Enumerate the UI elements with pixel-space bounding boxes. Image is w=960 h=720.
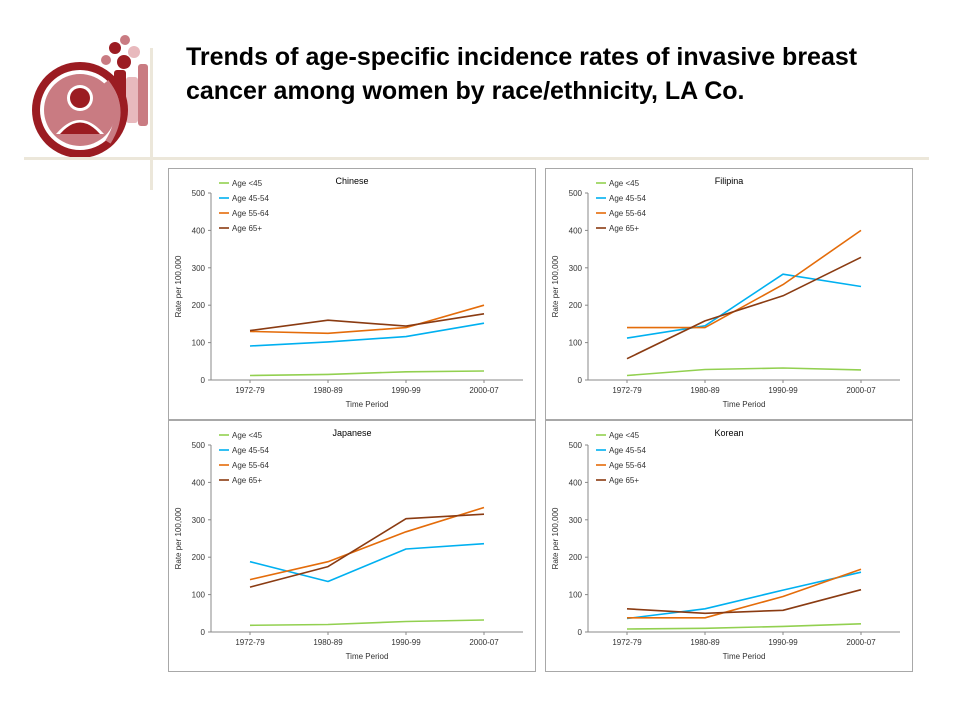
y-tick-label: 500 [192,441,206,450]
x-axis-title: Time Period [346,652,389,661]
x-tick-label: 1990-99 [391,386,421,395]
series-line-age-55-64 [627,229,862,329]
series-line-age-45 [249,370,485,377]
legend-label: Age 45-54 [232,194,269,203]
x-axis-title: Time Period [723,652,766,661]
y-tick-label: 500 [192,189,206,198]
x-tick-label: 2000-07 [846,638,876,647]
y-tick-label: 200 [192,553,206,562]
x-tick-label: 1972-79 [612,386,642,395]
chart-japanese: 0 100 200 300 400 500 1972-79 1980-89 1990-99 200… [174,428,523,661]
y-tick-label: 300 [569,516,583,525]
legend-label: Age <45 [609,431,640,440]
x-tick-label: 1972-79 [612,638,642,647]
chart-panel-chinese: 0 100 200 300 400 500 1972-79 1980-89 1990-99 200… [168,168,536,420]
series-line-age-45-54 [249,322,485,347]
x-axis-title: Time Period [723,400,766,409]
y-tick-label: 400 [192,478,206,487]
y-tick-label: 300 [569,264,583,273]
chart-title: Japanese [332,428,371,438]
legend-label: Age 45-54 [232,446,269,455]
y-axis-title: Rate per 100,000 [174,255,183,317]
y-tick-label: 300 [192,516,206,525]
family-circle-logo-icon [32,35,148,158]
legend-label: Age <45 [609,179,640,188]
legend-label: Age <45 [232,431,263,440]
series-line-age-65 [626,588,862,615]
legend-label: Age 45-54 [609,446,646,455]
y-tick-label: 200 [569,301,583,310]
x-tick-label: 2000-07 [469,386,499,395]
legend-label: Age <45 [232,179,263,188]
y-tick-label: 500 [569,441,583,450]
chart-filipina: 0 100 200 300 400 500 1972-79 1980-89 1990-99 200… [551,176,900,409]
series-line-age-45 [249,619,485,627]
y-tick-label: 100 [192,591,206,600]
decorative-horizontal-line [24,157,929,160]
legend-label: Age 55-64 [609,461,646,470]
series-line-age-45-54 [626,571,862,620]
legend-label: Age 55-64 [232,461,269,470]
y-tick-label: 400 [569,226,583,235]
chart-title: Korean [714,428,743,438]
chart-title: Chinese [335,176,368,186]
x-axis-title: Time Period [346,400,389,409]
y-tick-label: 0 [201,628,206,637]
y-tick-label: 200 [192,301,206,310]
legend-label: Age 65+ [232,476,262,485]
y-tick-label: 100 [569,591,583,600]
y-tick-label: 200 [569,553,583,562]
x-tick-label: 1990-99 [768,386,798,395]
decorative-vertical-line [150,48,153,190]
series-line-age-45-54 [249,542,485,583]
x-tick-label: 1980-89 [690,638,720,647]
slide-title: Trends of age-specific incidence rates o… [186,43,858,105]
y-axis-title: Rate per 100,000 [551,255,560,317]
x-tick-label: 1990-99 [768,638,798,647]
chart-panel-filipina: 0 100 200 300 400 500 1972-79 1980-89 1990-99 200… [545,168,913,420]
chart-panel-japanese: 0 100 200 300 400 500 1972-79 1980-89 1990-99 200… [168,420,536,672]
legend-label: Age 65+ [609,224,639,233]
series-line-age-45 [626,623,862,630]
series-line-age-65 [249,313,485,332]
y-tick-label: 0 [578,376,583,385]
series-line-age-55-64 [627,568,862,619]
y-tick-label: 100 [569,339,583,348]
legend-label: Age 45-54 [609,194,646,203]
series-line-age-45 [626,367,862,377]
x-tick-label: 2000-07 [469,638,499,647]
series-line-age-55-64 [249,506,485,581]
x-tick-label: 1980-89 [690,386,720,395]
y-tick-label: 300 [192,264,206,273]
x-tick-label: 2000-07 [846,386,876,395]
legend-label: Age 65+ [609,476,639,485]
y-tick-label: 400 [569,478,583,487]
x-tick-label: 1972-79 [235,386,265,395]
series-line-age-45-54 [626,273,862,339]
legend-label: Age 55-64 [609,209,646,218]
x-tick-label: 1980-89 [313,386,343,395]
series-line-age-65 [249,513,485,588]
legend-label: Age 65+ [232,224,262,233]
y-tick-label: 0 [578,628,583,637]
x-tick-label: 1980-89 [313,638,343,647]
y-tick-label: 0 [201,376,206,385]
x-tick-label: 1972-79 [235,638,265,647]
chart-korean: 0 100 200 300 400 500 1972-79 1980-89 1990-99 200… [551,428,900,661]
y-tick-label: 500 [569,189,583,198]
series-line-age-65 [626,256,862,360]
chart-panel-korean: 0 100 200 300 400 500 1972-79 1980-89 1990-99 200… [545,420,913,672]
y-axis-title: Rate per 100,000 [551,507,560,569]
x-tick-label: 1990-99 [391,638,421,647]
chart-chinese: 0 100 200 300 400 500 1972-79 1980-89 1990-99 200… [174,176,523,409]
y-tick-label: 400 [192,226,206,235]
legend-label: Age 55-64 [232,209,269,218]
chart-title: Filipina [715,176,744,186]
series-line-age-55-64 [249,304,485,335]
y-axis-title: Rate per 100,000 [174,507,183,569]
y-tick-label: 100 [192,339,206,348]
